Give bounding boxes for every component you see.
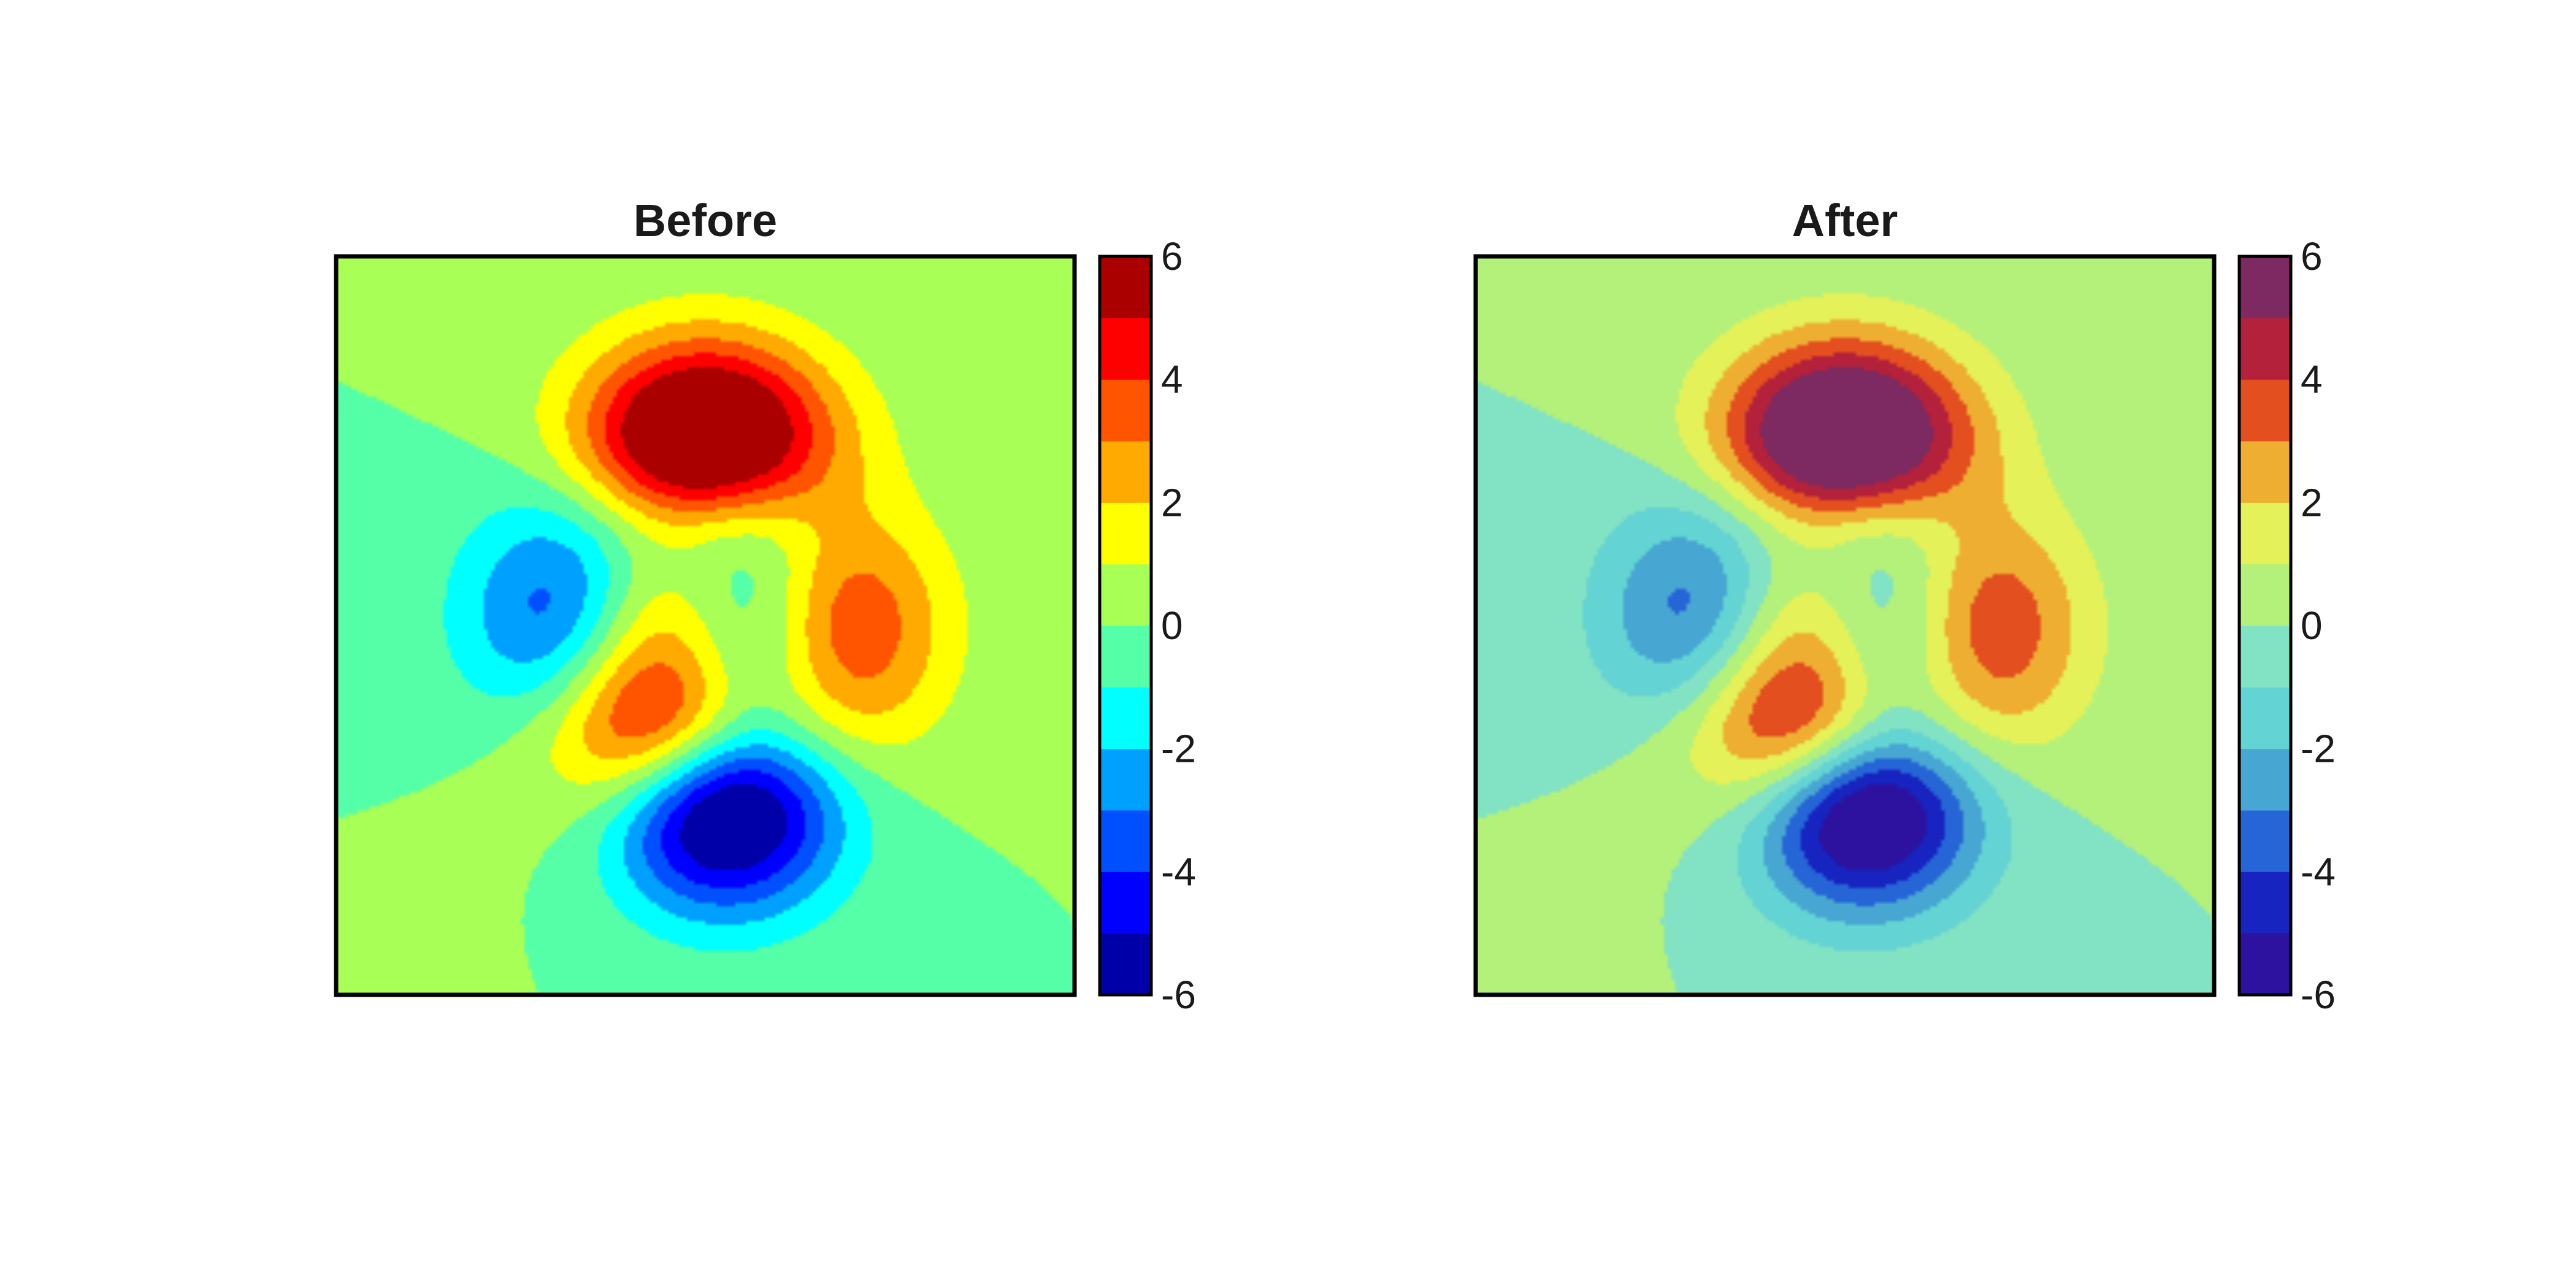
colorbar-tick-label: -6	[2301, 973, 2336, 1017]
colorbar-swatch	[1100, 564, 1151, 626]
colorbar-swatch	[2239, 441, 2291, 503]
colorbar-tick-label: 0	[1161, 604, 1183, 648]
colorbar-swatch	[2239, 933, 2291, 995]
colorbar-swatch	[2239, 626, 2291, 688]
colorbar-swatch	[1100, 687, 1151, 749]
colorbar-frame	[2237, 255, 2293, 997]
after-title: After	[1792, 195, 1898, 246]
colorbar-tick-label: -2	[2301, 727, 2336, 771]
before-panel: Before 6 4 2 0 -2 -4 -6	[334, 195, 1196, 1017]
colorbar-swatch	[1100, 748, 1151, 811]
colorbar-swatch	[2239, 687, 2291, 749]
colorbar-tick-label: 6	[1161, 234, 1183, 278]
before-colorbar: 6 4 2 0 -2 -4 -6	[1098, 234, 1196, 1017]
colorbar-tick-label: 4	[1161, 358, 1183, 402]
colorbar-tick-label: 0	[2301, 604, 2323, 648]
colorbar-swatch	[2239, 810, 2291, 872]
after-contour-fill	[1476, 256, 2214, 995]
colorbar-swatch	[1100, 933, 1151, 995]
colorbar-swatch	[2239, 318, 2291, 380]
after-plot-frame	[1473, 254, 2217, 997]
colorbar-swatch	[1100, 810, 1151, 872]
colorbar-tick-label: -4	[1161, 849, 1196, 894]
colorbar-swatch	[1100, 318, 1151, 380]
colorbar-tick-label: 6	[2301, 234, 2323, 278]
colorbar-swatch	[1100, 626, 1151, 688]
after-panel: After 6 4 2 0 -2 -4 -6	[1473, 195, 2336, 1017]
colorbar-tick-label: 2	[1161, 480, 1183, 524]
colorbar-swatch	[1100, 256, 1151, 318]
colorbar-swatch	[1100, 502, 1151, 565]
after-contour-plot	[1476, 256, 2214, 995]
colorbar-tick-label: -4	[2301, 849, 2336, 894]
colorbar-frame	[1098, 255, 1153, 997]
colorbar-swatch	[1100, 872, 1151, 934]
colorbar-swatch	[2239, 564, 2291, 626]
colorbar-swatch	[2239, 256, 2291, 318]
after-colorbar: 6 4 2 0 -2 -4 -6	[2237, 234, 2336, 1017]
before-plot-frame	[334, 254, 1077, 997]
colorbar-tick-label: -6	[1161, 973, 1196, 1017]
colorbar-tick-label: -2	[1161, 727, 1196, 771]
colorbar-tick-label: 4	[2301, 358, 2323, 402]
colorbar-tick-label: 2	[2301, 480, 2323, 524]
before-contour-plot	[336, 256, 1075, 995]
colorbar-swatch	[2239, 379, 2291, 442]
colorbar-swatch	[1100, 441, 1151, 503]
colorbar-swatch	[2239, 748, 2291, 811]
colorbar-swatch	[1100, 379, 1151, 442]
before-contour-fill	[336, 256, 1075, 995]
before-title: Before	[634, 195, 777, 246]
colorbar-swatch	[2239, 502, 2291, 565]
colorbar-swatch	[2239, 872, 2291, 934]
